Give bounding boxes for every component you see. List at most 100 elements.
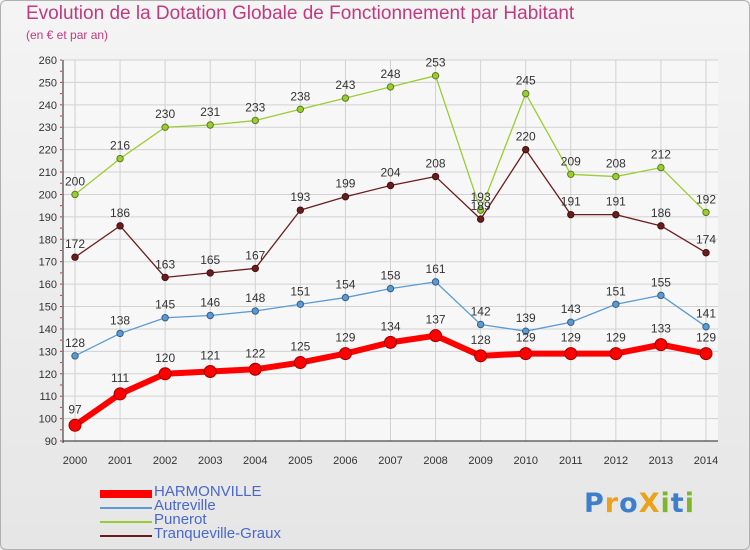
data-point bbox=[476, 206, 485, 214]
data-point bbox=[612, 172, 620, 181]
data-label: 209 bbox=[561, 154, 581, 168]
x-tick-label: 2008 bbox=[423, 455, 447, 467]
data-point bbox=[522, 327, 530, 335]
data-label: 212 bbox=[651, 148, 671, 162]
x-tick-label: 2003 bbox=[198, 455, 222, 467]
y-tick-label: 180 bbox=[39, 234, 57, 246]
data-label: 129 bbox=[561, 331, 581, 345]
x-tick-label: 2013 bbox=[649, 455, 673, 467]
data-label: 238 bbox=[290, 89, 310, 103]
data-label: 133 bbox=[651, 322, 671, 336]
data-label: 208 bbox=[426, 157, 446, 171]
legend-label: HARMONVILLE bbox=[154, 483, 262, 500]
data-label: 199 bbox=[335, 177, 355, 191]
data-point bbox=[386, 83, 395, 91]
data-label: 230 bbox=[155, 107, 175, 121]
data-label: 216 bbox=[110, 139, 130, 153]
logo-letter: i bbox=[684, 488, 695, 519]
data-point bbox=[203, 365, 217, 379]
data-point bbox=[429, 329, 443, 343]
data-point bbox=[702, 323, 710, 331]
data-point bbox=[699, 347, 713, 361]
data-label: 161 bbox=[426, 262, 446, 276]
data-point bbox=[338, 347, 352, 361]
data-point bbox=[116, 222, 124, 230]
data-point bbox=[386, 284, 395, 293]
data-label: 193 bbox=[290, 190, 310, 204]
data-label: 145 bbox=[155, 298, 175, 312]
data-label: 148 bbox=[245, 291, 265, 305]
data-point bbox=[206, 121, 214, 129]
data-label: 146 bbox=[200, 295, 220, 309]
data-point bbox=[522, 145, 530, 154]
data-point bbox=[386, 181, 395, 190]
y-tick-label: 120 bbox=[39, 369, 57, 381]
data-point bbox=[251, 116, 259, 125]
data-point bbox=[296, 300, 305, 308]
data-label: 245 bbox=[516, 74, 536, 88]
x-tick-label: 2000 bbox=[63, 455, 87, 467]
logo-letter: o bbox=[619, 488, 639, 519]
data-label: 174 bbox=[696, 233, 716, 247]
data-label: 253 bbox=[426, 56, 446, 70]
x-tick-label: 2014 bbox=[694, 455, 718, 467]
data-label: 189 bbox=[471, 199, 491, 213]
y-tick-label: 150 bbox=[39, 302, 57, 314]
data-label: 134 bbox=[380, 319, 400, 333]
data-point bbox=[384, 335, 397, 349]
data-point bbox=[161, 273, 169, 282]
y-tick-label: 260 bbox=[39, 55, 57, 67]
data-label: 139 bbox=[516, 311, 536, 325]
data-label: 120 bbox=[155, 351, 175, 365]
data-label: 208 bbox=[606, 157, 626, 171]
data-label: 143 bbox=[561, 302, 581, 316]
data-label: 243 bbox=[335, 78, 355, 92]
data-label: 141 bbox=[696, 307, 716, 321]
legend-label: Tranqueville-Graux bbox=[154, 525, 281, 542]
data-label: 220 bbox=[516, 130, 536, 144]
y-tick-label: 230 bbox=[39, 122, 57, 134]
x-tick-label: 2002 bbox=[153, 455, 177, 467]
data-point bbox=[474, 349, 488, 363]
logo-letter: r bbox=[604, 488, 620, 519]
y-tick-label: 140 bbox=[39, 324, 57, 336]
legend-label: Punerot bbox=[154, 511, 207, 528]
data-point bbox=[431, 71, 440, 80]
legend-swatch bbox=[100, 507, 152, 509]
legend-swatch bbox=[100, 490, 152, 498]
data-point bbox=[567, 170, 575, 179]
data-label: 122 bbox=[245, 346, 265, 360]
data-point bbox=[431, 172, 440, 181]
data-point bbox=[609, 347, 623, 361]
data-label: 121 bbox=[200, 349, 220, 363]
data-point bbox=[341, 94, 350, 102]
data-point bbox=[293, 356, 307, 370]
y-tick-label: 220 bbox=[39, 145, 57, 157]
y-tick-label: 250 bbox=[39, 77, 57, 89]
y-tick-label: 100 bbox=[39, 414, 57, 426]
y-tick-label: 110 bbox=[39, 391, 57, 403]
data-label: 192 bbox=[696, 192, 716, 206]
data-label: 204 bbox=[380, 166, 400, 180]
data-point bbox=[71, 190, 79, 199]
data-label: 137 bbox=[426, 313, 446, 327]
data-point bbox=[657, 163, 665, 172]
data-point bbox=[702, 208, 710, 217]
data-point bbox=[522, 89, 530, 98]
data-label: 231 bbox=[200, 105, 220, 119]
data-point bbox=[476, 215, 485, 223]
data-label: 151 bbox=[290, 284, 310, 298]
data-point bbox=[657, 291, 665, 300]
proxiti-logo: ProXiti bbox=[584, 488, 695, 519]
y-tick-label: 190 bbox=[39, 212, 57, 224]
data-point bbox=[657, 222, 665, 230]
data-point bbox=[654, 338, 668, 352]
data-label: 125 bbox=[290, 340, 310, 354]
data-point bbox=[113, 387, 127, 401]
data-label: 172 bbox=[65, 237, 85, 251]
y-tick-label: 130 bbox=[39, 346, 57, 358]
data-point bbox=[248, 362, 262, 376]
data-label: 248 bbox=[380, 67, 400, 81]
data-label: 129 bbox=[516, 331, 536, 345]
